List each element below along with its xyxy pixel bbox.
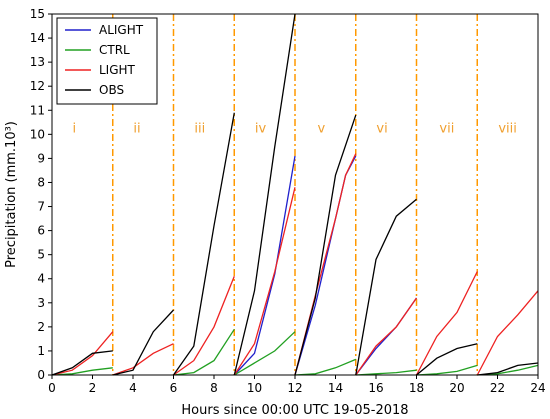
series-line-light xyxy=(415,271,478,376)
x-tick-label: 6 xyxy=(170,381,178,395)
series-line-ctrl xyxy=(416,364,478,376)
series-line-ctrl xyxy=(233,331,296,376)
x-tick-label: 22 xyxy=(490,381,505,395)
period-labels: i ii iii iv v vi vii viii xyxy=(72,121,516,136)
y-tick-label: 6 xyxy=(37,224,45,238)
series-line-ctrl xyxy=(173,328,235,376)
series-line-obs xyxy=(477,362,539,376)
series-line-ctrl xyxy=(294,358,357,376)
period-label: iii xyxy=(194,121,205,136)
y-tick-label: 7 xyxy=(37,200,45,214)
x-tick-label: 14 xyxy=(328,381,343,395)
period-label: viii xyxy=(498,121,517,136)
series-line-obs xyxy=(172,112,235,376)
y-tick-label: 10 xyxy=(30,127,45,141)
legend: ALIGHT CTRL LIGHT OBS xyxy=(56,17,158,105)
y-tick-label: 14 xyxy=(30,31,45,45)
legend-label-obs: OBS xyxy=(99,83,124,97)
series-line-light xyxy=(476,290,539,376)
x-tick-label: 10 xyxy=(247,381,262,395)
series-line-obs xyxy=(355,198,417,376)
y-tick-label: 2 xyxy=(37,320,45,334)
series-line-light xyxy=(355,297,418,376)
y-tick-label: 12 xyxy=(30,79,45,93)
legend-label-light: LIGHT xyxy=(99,63,136,77)
series-line-obs xyxy=(233,13,296,376)
x-tick-label: 16 xyxy=(368,381,383,395)
period-label: ii xyxy=(133,121,140,136)
series-line-light xyxy=(233,187,296,376)
y-axis-title: Precipitation (mm.10³) xyxy=(4,121,19,268)
axes: 0 2 4 6 8 10 12 14 16 18 20 22 240123456789101112131… xyxy=(30,7,546,395)
x-tick-label: 2 xyxy=(89,381,97,395)
period-label: vi xyxy=(376,121,387,136)
legend-label-ctrl: CTRL xyxy=(99,43,130,57)
y-tick-label: 1 xyxy=(37,344,45,358)
legend-label-alight: ALIGHT xyxy=(99,23,144,37)
y-tick-label: 5 xyxy=(37,248,45,262)
y-tick-label: 9 xyxy=(37,151,45,165)
y-tick-label: 4 xyxy=(37,272,45,286)
series-line-obs xyxy=(294,114,357,376)
y-tick-label: 3 xyxy=(37,296,45,310)
series-line-ctrl xyxy=(51,367,113,376)
series-line-obs xyxy=(416,343,478,376)
series-line-light xyxy=(112,343,174,376)
y-tick-label: 8 xyxy=(37,175,45,189)
series-line-alight xyxy=(233,155,296,376)
y-tick-label: 11 xyxy=(30,103,45,117)
x-tick-label: 0 xyxy=(48,381,56,395)
x-tick-label: 20 xyxy=(449,381,464,395)
x-tick-label: 24 xyxy=(530,381,545,395)
x-tick-label: 12 xyxy=(287,381,302,395)
x-axis-title: Hours since 00:00 UTC 19-05-2018 xyxy=(181,403,408,418)
y-tick-label: 13 xyxy=(30,55,45,69)
period-label: v xyxy=(317,121,325,136)
x-tick-label: 18 xyxy=(409,381,424,395)
series-line-obs xyxy=(51,350,113,376)
x-tick-label: 8 xyxy=(210,381,218,395)
series-line-light xyxy=(173,276,235,376)
period-label: vii xyxy=(439,121,454,136)
period-label: i xyxy=(72,121,76,136)
y-tick-label: 15 xyxy=(30,7,45,21)
series-line-light xyxy=(51,331,114,376)
period-label: iv xyxy=(255,121,267,136)
series-line-obs xyxy=(112,309,174,376)
series-line-ctrl xyxy=(355,369,417,376)
series-lines xyxy=(51,13,539,376)
y-tick-label: 0 xyxy=(37,368,45,382)
x-tick-label: 4 xyxy=(129,381,137,395)
